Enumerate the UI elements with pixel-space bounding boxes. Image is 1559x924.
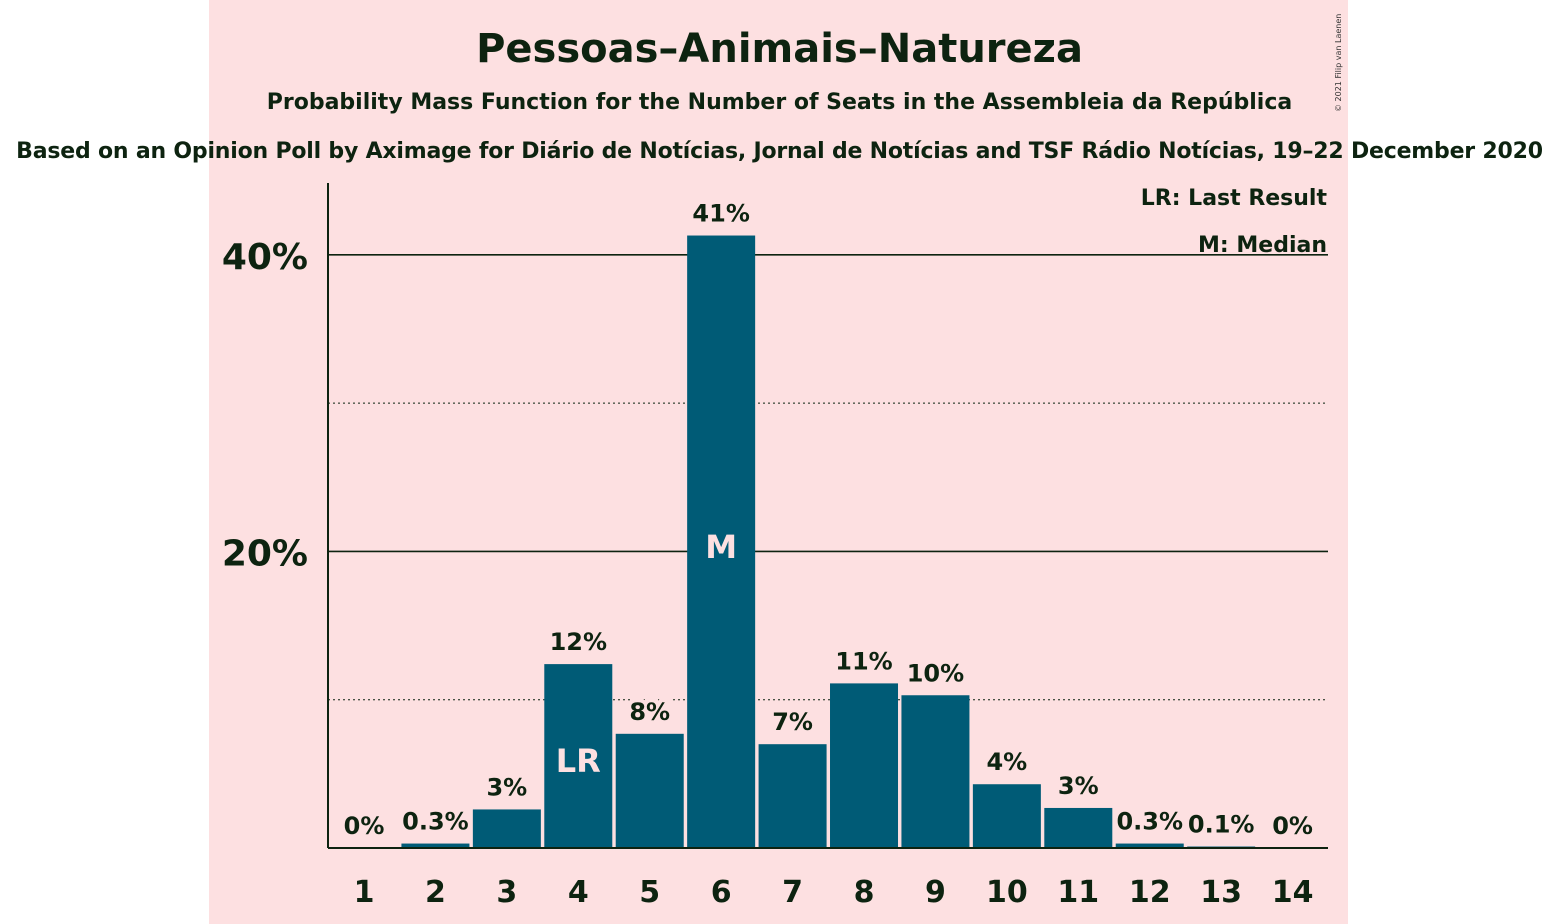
x-tick-label-6: 6 [711,875,732,910]
bar-9 [901,695,970,848]
data-label-14: 0% [1272,812,1313,840]
data-label-1: 0% [344,812,385,840]
x-tick-label-10: 10 [986,875,1028,910]
bar-2 [401,843,470,848]
y-tick-label-40: 40% [222,237,308,278]
bar-3 [472,809,541,848]
x-tick-label-8: 8 [854,875,875,910]
data-label-5: 8% [629,698,670,726]
x-tick-label-2: 2 [425,875,446,910]
data-label-4: 12% [550,628,607,656]
bar-4 [544,664,613,848]
x-tick-label-3: 3 [496,875,517,910]
data-label-7: 7% [772,708,813,736]
bar-5 [615,733,684,848]
x-tick-label-13: 13 [1200,875,1242,910]
x-tick-label-14: 14 [1272,875,1314,910]
bar-10 [972,784,1041,848]
data-label-11: 3% [1058,772,1099,800]
bar-6 [687,235,756,848]
data-label-3: 3% [486,773,527,801]
chart-title: Pessoas–Animais–Natureza [476,26,1083,72]
data-label-8: 11% [835,647,892,675]
chart-subtitle: Probability Mass Function for the Number… [266,90,1293,115]
legend-median: M: Median [1198,233,1327,258]
marker-m: M [705,528,737,566]
bar-8 [830,683,899,848]
chart-source: Based on an Opinion Poll by Aximage for … [16,139,1543,164]
data-label-13: 0.1% [1188,811,1255,839]
y-tick-label-20: 20% [222,533,308,574]
bar-11 [1044,807,1113,848]
data-label-2: 0.3% [402,808,469,836]
marker-lr: LR [556,742,601,780]
x-tick-label-1: 1 [354,875,375,910]
bar-7 [758,744,827,848]
data-label-12: 0.3% [1116,808,1183,836]
x-tick-label-5: 5 [639,875,660,910]
x-tick-label-11: 11 [1057,875,1099,910]
x-tick-label-9: 9 [925,875,946,910]
data-label-9: 10% [907,659,964,687]
legend-last-result: LR: Last Result [1140,186,1327,211]
data-label-10: 4% [986,748,1027,776]
x-tick-label-12: 12 [1129,875,1171,910]
bar-12 [1115,843,1184,848]
data-label-6: 41% [692,200,749,228]
x-tick-label-7: 7 [782,875,803,910]
x-tick-label-4: 4 [568,875,589,910]
